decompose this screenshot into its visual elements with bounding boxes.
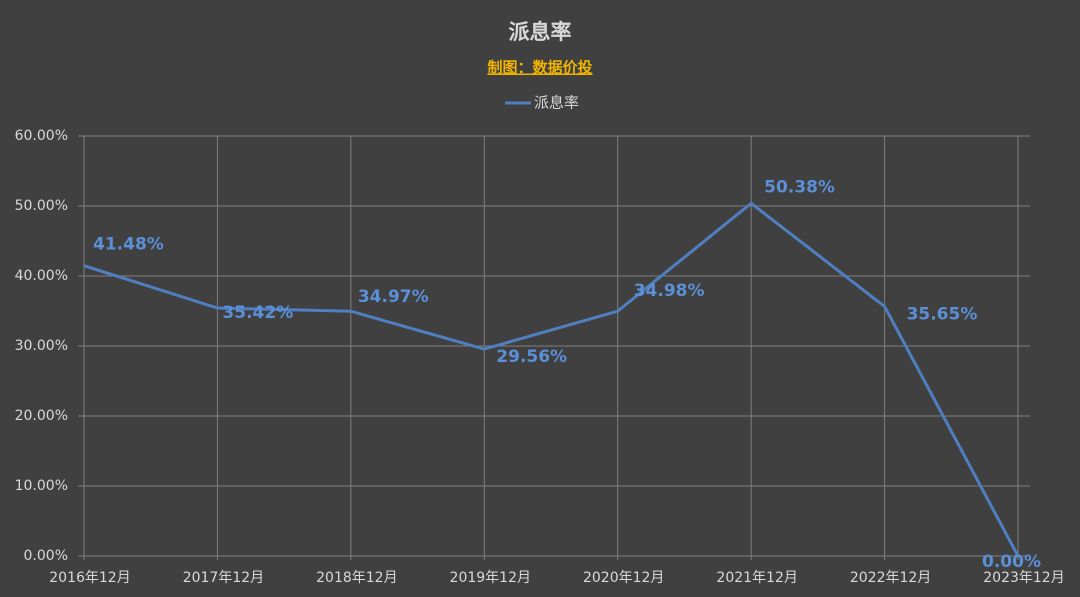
y-tick-label: 30.00% bbox=[15, 338, 68, 354]
value-label: 34.98% bbox=[634, 281, 705, 301]
value-label: 41.48% bbox=[93, 235, 164, 255]
x-tick-label: 2023年12月 bbox=[983, 570, 1064, 586]
value-label: 0.00% bbox=[982, 552, 1041, 572]
x-tick-label: 2020年12月 bbox=[583, 570, 664, 586]
x-tick-label: 2017年12月 bbox=[183, 570, 264, 586]
y-tick-label: 40.00% bbox=[15, 268, 68, 284]
value-label: 35.65% bbox=[907, 304, 978, 324]
y-tick-label: 20.00% bbox=[15, 408, 68, 424]
series-line bbox=[83, 201, 1020, 557]
value-label: 29.56% bbox=[496, 347, 567, 367]
chart-title: 派息率 bbox=[509, 20, 572, 44]
legend-label: 派息率 bbox=[534, 94, 579, 112]
x-tick-label: 2021年12月 bbox=[716, 570, 797, 586]
y-tick-label: 60.00% bbox=[15, 128, 68, 144]
value-label: 35.42% bbox=[222, 303, 293, 323]
x-tick-label: 2019年12月 bbox=[450, 570, 531, 586]
value-label: 50.38% bbox=[764, 177, 835, 197]
y-tick-label: 50.00% bbox=[15, 198, 68, 214]
y-tick-label: 0.00% bbox=[24, 548, 68, 564]
x-tick-label: 2022年12月 bbox=[850, 570, 931, 586]
value-label: 34.97% bbox=[358, 287, 429, 307]
x-tick-label: 2016年12月 bbox=[49, 570, 130, 586]
x-tick-label: 2018年12月 bbox=[316, 570, 397, 586]
y-tick-label: 10.00% bbox=[15, 478, 68, 494]
chart-subtitle: 制图：数据价投 bbox=[487, 59, 592, 77]
